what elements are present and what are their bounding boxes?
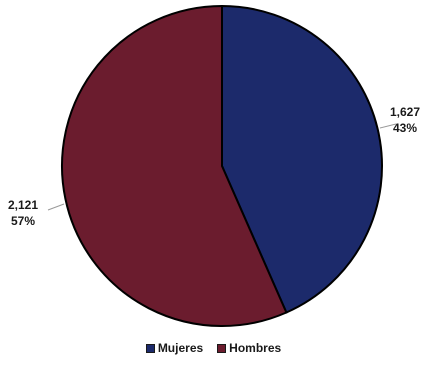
legend-label-mujeres: Mujeres (157, 341, 204, 355)
leader-line-mujeres (379, 123, 397, 129)
data-label-value-hombres: 2,121 (8, 198, 38, 212)
data-label-pct-mujeres: 43% (393, 121, 417, 135)
data-label-pct-hombres: 57% (11, 214, 35, 228)
legend-item-mujeres: Mujeres (145, 341, 204, 355)
legend-swatch-hombres (217, 343, 227, 353)
leader-line-hombres (47, 203, 65, 211)
data-label-value-mujeres: 1,627 (390, 105, 420, 119)
legend-item-hombres: Hombres (217, 341, 281, 355)
pie-slice-hombres (61, 4, 288, 327)
legend: Mujeres Hombres (0, 341, 427, 355)
legend-swatch-mujeres (145, 343, 155, 353)
pie-slice-mujeres (221, 4, 383, 314)
legend-label-hombres: Hombres (229, 341, 282, 355)
